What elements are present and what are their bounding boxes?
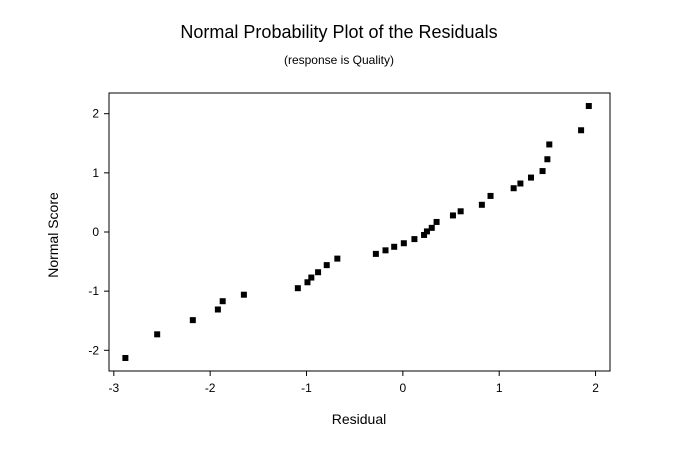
data-point (315, 269, 322, 276)
data-point (334, 255, 341, 262)
data-point (457, 208, 464, 215)
data-point (423, 228, 430, 235)
x-tick-label: 2 (592, 381, 599, 395)
data-point (539, 168, 546, 175)
x-tick-label: -2 (205, 381, 216, 395)
data-point (544, 156, 551, 163)
chart-subtitle: (response is Quality) (284, 53, 394, 67)
data-point (585, 103, 592, 110)
data-point (294, 285, 301, 292)
data-point (304, 279, 311, 286)
data-points (122, 103, 592, 361)
y-axis-label: Normal Score (45, 192, 61, 278)
data-point (308, 274, 315, 281)
data-point (219, 298, 226, 305)
data-point (433, 218, 440, 225)
data-point (372, 250, 379, 257)
data-point (411, 236, 418, 243)
y-tick-label: 0 (92, 225, 99, 239)
data-point (449, 212, 456, 219)
x-tick-label: 0 (400, 381, 407, 395)
data-point (382, 247, 389, 254)
data-point (478, 201, 485, 208)
x-tick-label: -3 (108, 381, 119, 395)
data-point (527, 174, 534, 181)
data-point (240, 291, 247, 298)
y-axis-ticks: -2 -1 0 1 2 (88, 107, 109, 357)
y-tick-label: -1 (88, 284, 99, 298)
chart-title: Normal Probability Plot of the Residuals (180, 22, 497, 42)
data-point (323, 262, 330, 269)
data-point (546, 141, 553, 148)
plot-frame (108, 92, 611, 372)
data-point (154, 331, 161, 338)
data-point (517, 180, 524, 187)
data-point (578, 127, 585, 134)
data-point (487, 192, 494, 199)
data-point (214, 306, 221, 313)
y-tick-label: 2 (92, 107, 99, 121)
x-tick-label: 1 (496, 381, 503, 395)
y-tick-label: 1 (92, 166, 99, 180)
y-tick-label: -2 (88, 343, 99, 357)
data-point (400, 240, 407, 247)
data-point (421, 231, 428, 238)
data-point (391, 243, 398, 250)
data-point (428, 224, 435, 231)
x-axis-ticks: -3 -2 -1 0 1 2 (108, 371, 599, 395)
data-point (189, 317, 196, 324)
data-point (122, 354, 129, 361)
data-point (510, 185, 517, 192)
x-axis-label: Residual (332, 411, 386, 427)
x-tick-label: -1 (301, 381, 312, 395)
